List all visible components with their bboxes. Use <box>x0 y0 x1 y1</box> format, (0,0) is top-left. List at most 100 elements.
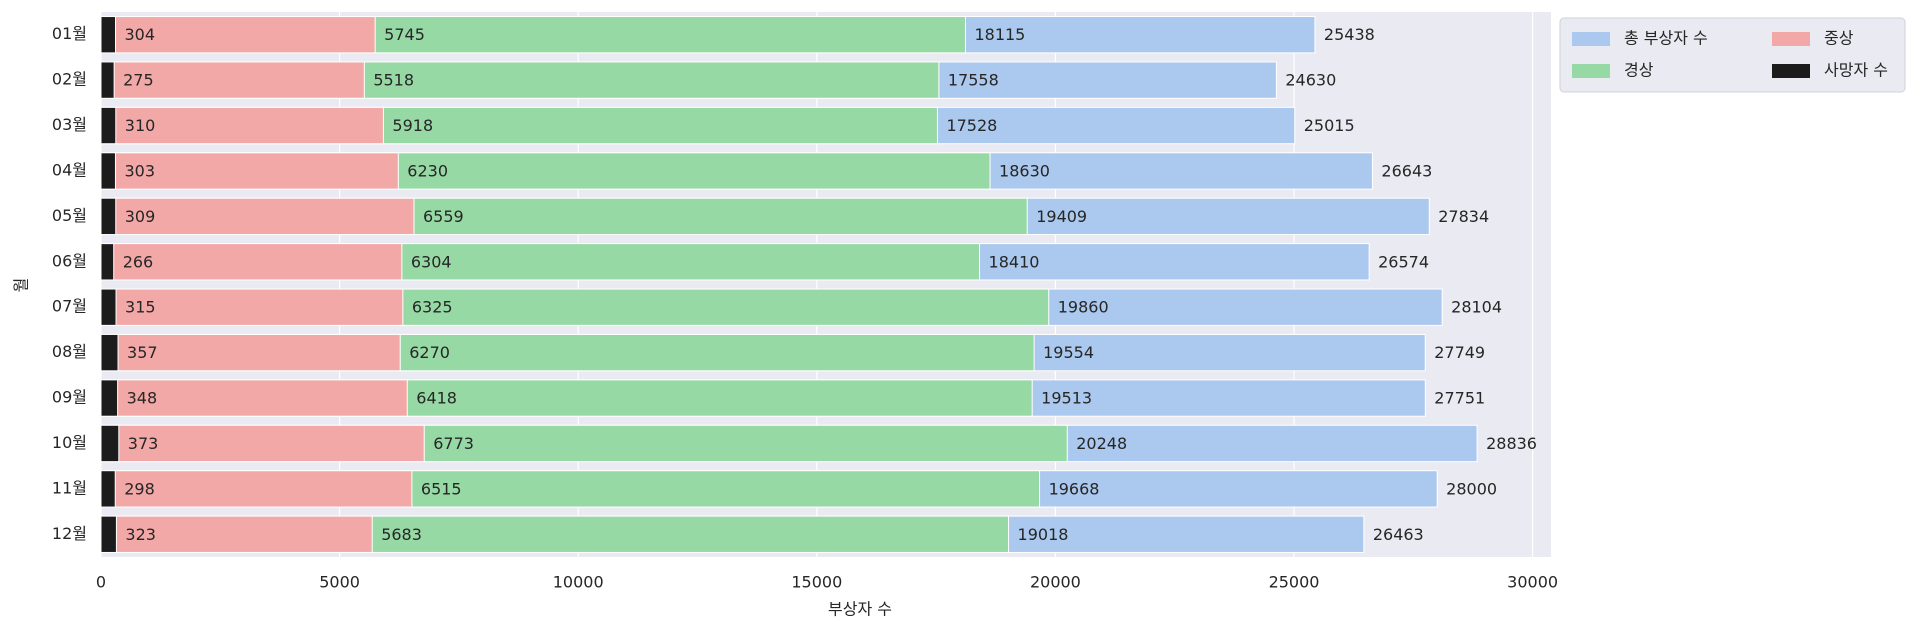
bar <box>100 288 404 326</box>
y-tick-label: 03월 <box>52 115 87 134</box>
legend-label: 사망자 수 <box>1824 61 1888 80</box>
data-label: 6773 <box>433 434 474 453</box>
x-tick-label: 30000 <box>1507 573 1558 592</box>
data-label: 5918 <box>392 116 433 135</box>
data-label: 18630 <box>999 161 1050 180</box>
bar <box>100 379 408 417</box>
data-label: 5518 <box>373 71 414 90</box>
bar <box>100 424 120 463</box>
bar <box>100 106 117 145</box>
data-label: 304 <box>125 25 156 44</box>
data-label: 275 <box>123 71 154 90</box>
data-label: 26643 <box>1381 161 1432 180</box>
data-label: 25438 <box>1324 25 1375 44</box>
bar <box>100 197 117 236</box>
x-axis-label: 부상자 수 <box>828 600 892 619</box>
x-tick-label: 5000 <box>319 573 360 592</box>
data-label: 19554 <box>1043 343 1094 362</box>
legend-label: 경상 <box>1624 61 1654 80</box>
data-label: 6304 <box>411 252 452 271</box>
data-label: 17558 <box>948 71 999 90</box>
bar <box>100 288 117 326</box>
x-tick-label: 15000 <box>791 573 842 592</box>
data-label: 6418 <box>416 389 457 408</box>
y-tick-label: 09월 <box>52 388 87 407</box>
legend-swatch <box>1772 64 1810 78</box>
data-label: 6230 <box>407 161 448 180</box>
bar <box>100 515 373 553</box>
legend-swatch <box>1572 32 1610 46</box>
y-tick-label: 07월 <box>52 297 87 316</box>
bar <box>100 424 425 463</box>
data-label: 27751 <box>1434 389 1485 408</box>
y-tick-label: 01월 <box>52 24 87 43</box>
data-label: 6515 <box>421 479 462 498</box>
y-tick-label: 02월 <box>52 70 87 89</box>
data-label: 17528 <box>946 116 997 135</box>
y-tick-label: 12월 <box>52 524 87 543</box>
data-label: 309 <box>125 207 156 226</box>
data-label: 28104 <box>1451 298 1502 317</box>
bar <box>100 470 413 508</box>
legend-label: 총 부상자 수 <box>1624 29 1708 48</box>
x-tick-label: 0 <box>96 573 106 592</box>
legend-label: 중상 <box>1824 29 1854 48</box>
data-label: 6270 <box>409 343 450 362</box>
y-tick-label: 04월 <box>52 160 87 179</box>
data-label: 5683 <box>381 525 422 544</box>
data-label: 26463 <box>1373 525 1424 544</box>
x-tick-label: 10000 <box>553 573 604 592</box>
x-tick-label: 20000 <box>1030 573 1081 592</box>
bar <box>100 515 117 553</box>
bar <box>100 152 116 190</box>
legend-frame <box>1559 17 1906 93</box>
data-label: 348 <box>127 389 158 408</box>
data-label: 25015 <box>1304 116 1355 135</box>
data-label: 19513 <box>1041 389 1092 408</box>
data-label: 298 <box>124 479 155 498</box>
data-label: 18410 <box>989 252 1040 271</box>
data-label: 315 <box>125 298 156 317</box>
data-label: 27834 <box>1438 207 1489 226</box>
bar <box>100 470 116 508</box>
y-tick-label: 08월 <box>52 342 87 361</box>
data-label: 24630 <box>1285 71 1336 90</box>
data-label: 373 <box>128 434 159 453</box>
data-label: 20248 <box>1076 434 1127 453</box>
data-label: 6559 <box>423 207 464 226</box>
bar <box>100 379 119 417</box>
data-label: 266 <box>123 252 154 271</box>
data-label: 6325 <box>412 298 453 317</box>
bar <box>100 61 115 99</box>
data-label: 28836 <box>1486 434 1537 453</box>
bar <box>100 16 117 54</box>
bar <box>100 333 119 372</box>
data-label: 19860 <box>1058 298 1109 317</box>
y-axis-label: 월 <box>12 278 31 293</box>
plot-area <box>101 12 1551 557</box>
bar <box>100 197 415 236</box>
data-label: 18115 <box>974 25 1025 44</box>
data-label: 303 <box>124 161 155 180</box>
legend-swatch <box>1572 64 1610 78</box>
data-label: 19409 <box>1036 207 1087 226</box>
data-label: 19018 <box>1018 525 1069 544</box>
data-label: 19668 <box>1049 479 1100 498</box>
bar <box>100 152 399 190</box>
bar <box>100 333 401 372</box>
data-label: 323 <box>125 525 156 544</box>
data-label: 5745 <box>384 25 425 44</box>
data-label: 310 <box>125 116 156 135</box>
y-tick-label: 06월 <box>52 251 87 270</box>
bar <box>100 243 403 281</box>
x-tick-label: 25000 <box>1269 573 1320 592</box>
bar <box>100 243 115 281</box>
data-label: 357 <box>127 343 158 362</box>
bar <box>100 106 384 145</box>
legend-swatch <box>1772 32 1810 46</box>
y-tick-label: 05월 <box>52 206 87 225</box>
y-tick-label: 10월 <box>52 433 87 452</box>
data-label: 26574 <box>1378 252 1429 271</box>
